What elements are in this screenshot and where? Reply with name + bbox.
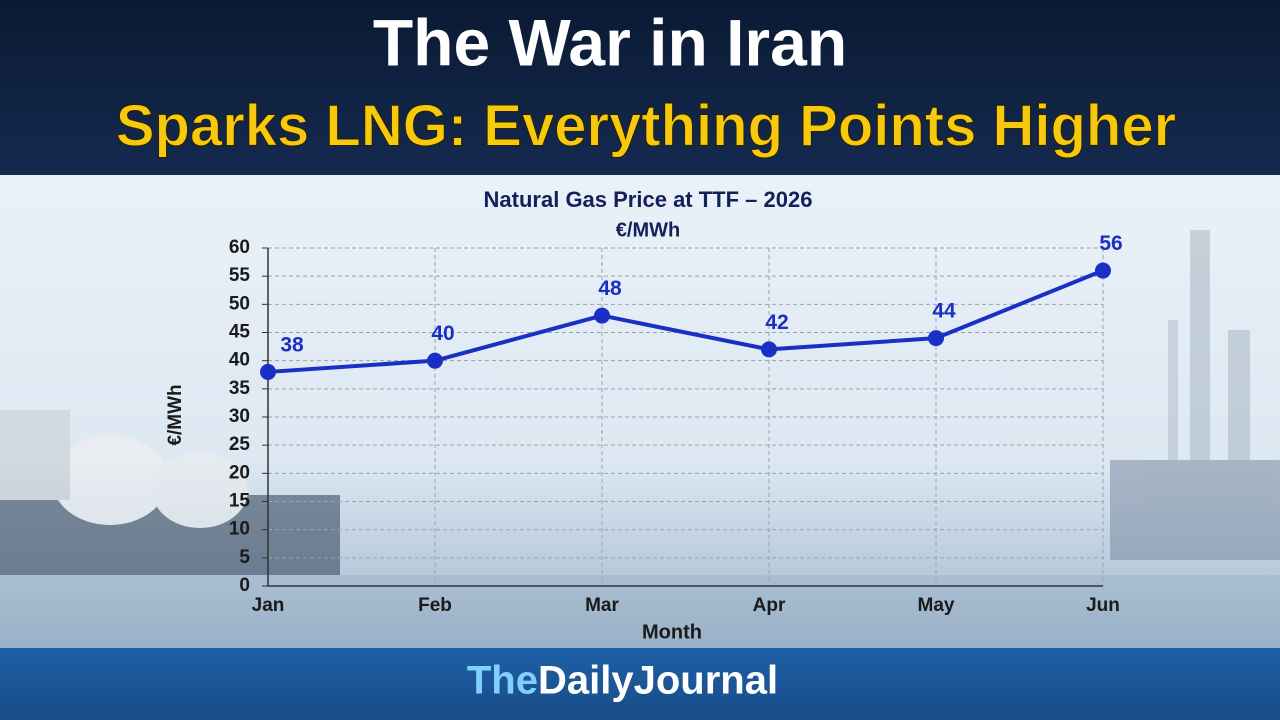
x-tick-label: Apr (753, 595, 786, 616)
y-tick-label: 50 (229, 293, 250, 314)
data-point (761, 341, 777, 358)
data-point (427, 352, 443, 369)
data-point (928, 330, 944, 347)
y-tick-label: 15 (229, 491, 251, 512)
y-tick-label: 55 (229, 265, 251, 286)
y-tick-label: 20 (229, 462, 250, 483)
y-tick-label: 45 (229, 322, 251, 343)
y-tick-label: 25 (229, 434, 251, 455)
data-label: 38 (280, 333, 304, 356)
y-tick-label: 40 (229, 350, 250, 371)
x-axis-label: Month (642, 621, 702, 643)
headline-line1: The War in Iran (373, 5, 847, 79)
y-tick-label: 60 (229, 237, 250, 258)
y-tick-label: 35 (229, 378, 251, 399)
data-line (267, 268, 1104, 374)
logo-rest: DailyJournal (538, 659, 778, 703)
data-label: 42 (765, 311, 788, 334)
y-axis-label: €/MWh (165, 384, 186, 445)
data-point (1095, 262, 1111, 279)
chart-subtitle: €/MWh (616, 219, 680, 241)
footer-band (0, 648, 1280, 720)
data-point (260, 363, 276, 380)
y-tick-label: 30 (229, 406, 250, 427)
headline-line2: Sparks LNG: Everything Points Higher (116, 93, 1176, 158)
data-point (594, 307, 610, 324)
scenery (0, 230, 1280, 648)
logo-the: The (467, 659, 538, 703)
data-label: 56 (1099, 232, 1122, 255)
x-tick-label: Feb (418, 595, 452, 616)
data-label: 44 (932, 300, 956, 323)
y-tick-label: 10 (229, 519, 250, 540)
chart-title: Natural Gas Price at TTF – 2026 (484, 187, 813, 212)
data-label: 48 (598, 277, 622, 300)
plot: 0 5 10 15 20 25 30 35 40 45 50 55 60 Jan Feb Mar Apr May J… (229, 232, 1123, 616)
header-band (0, 0, 1280, 175)
x-tick-label: Jan (252, 595, 285, 616)
x-tick-label: Mar (585, 595, 619, 616)
y-tick-label: 5 (239, 547, 250, 568)
x-tick-label: May (918, 595, 955, 616)
x-tick-label: Jun (1086, 595, 1120, 616)
y-tick-label: 0 (239, 575, 250, 596)
data-label: 40 (431, 322, 454, 345)
